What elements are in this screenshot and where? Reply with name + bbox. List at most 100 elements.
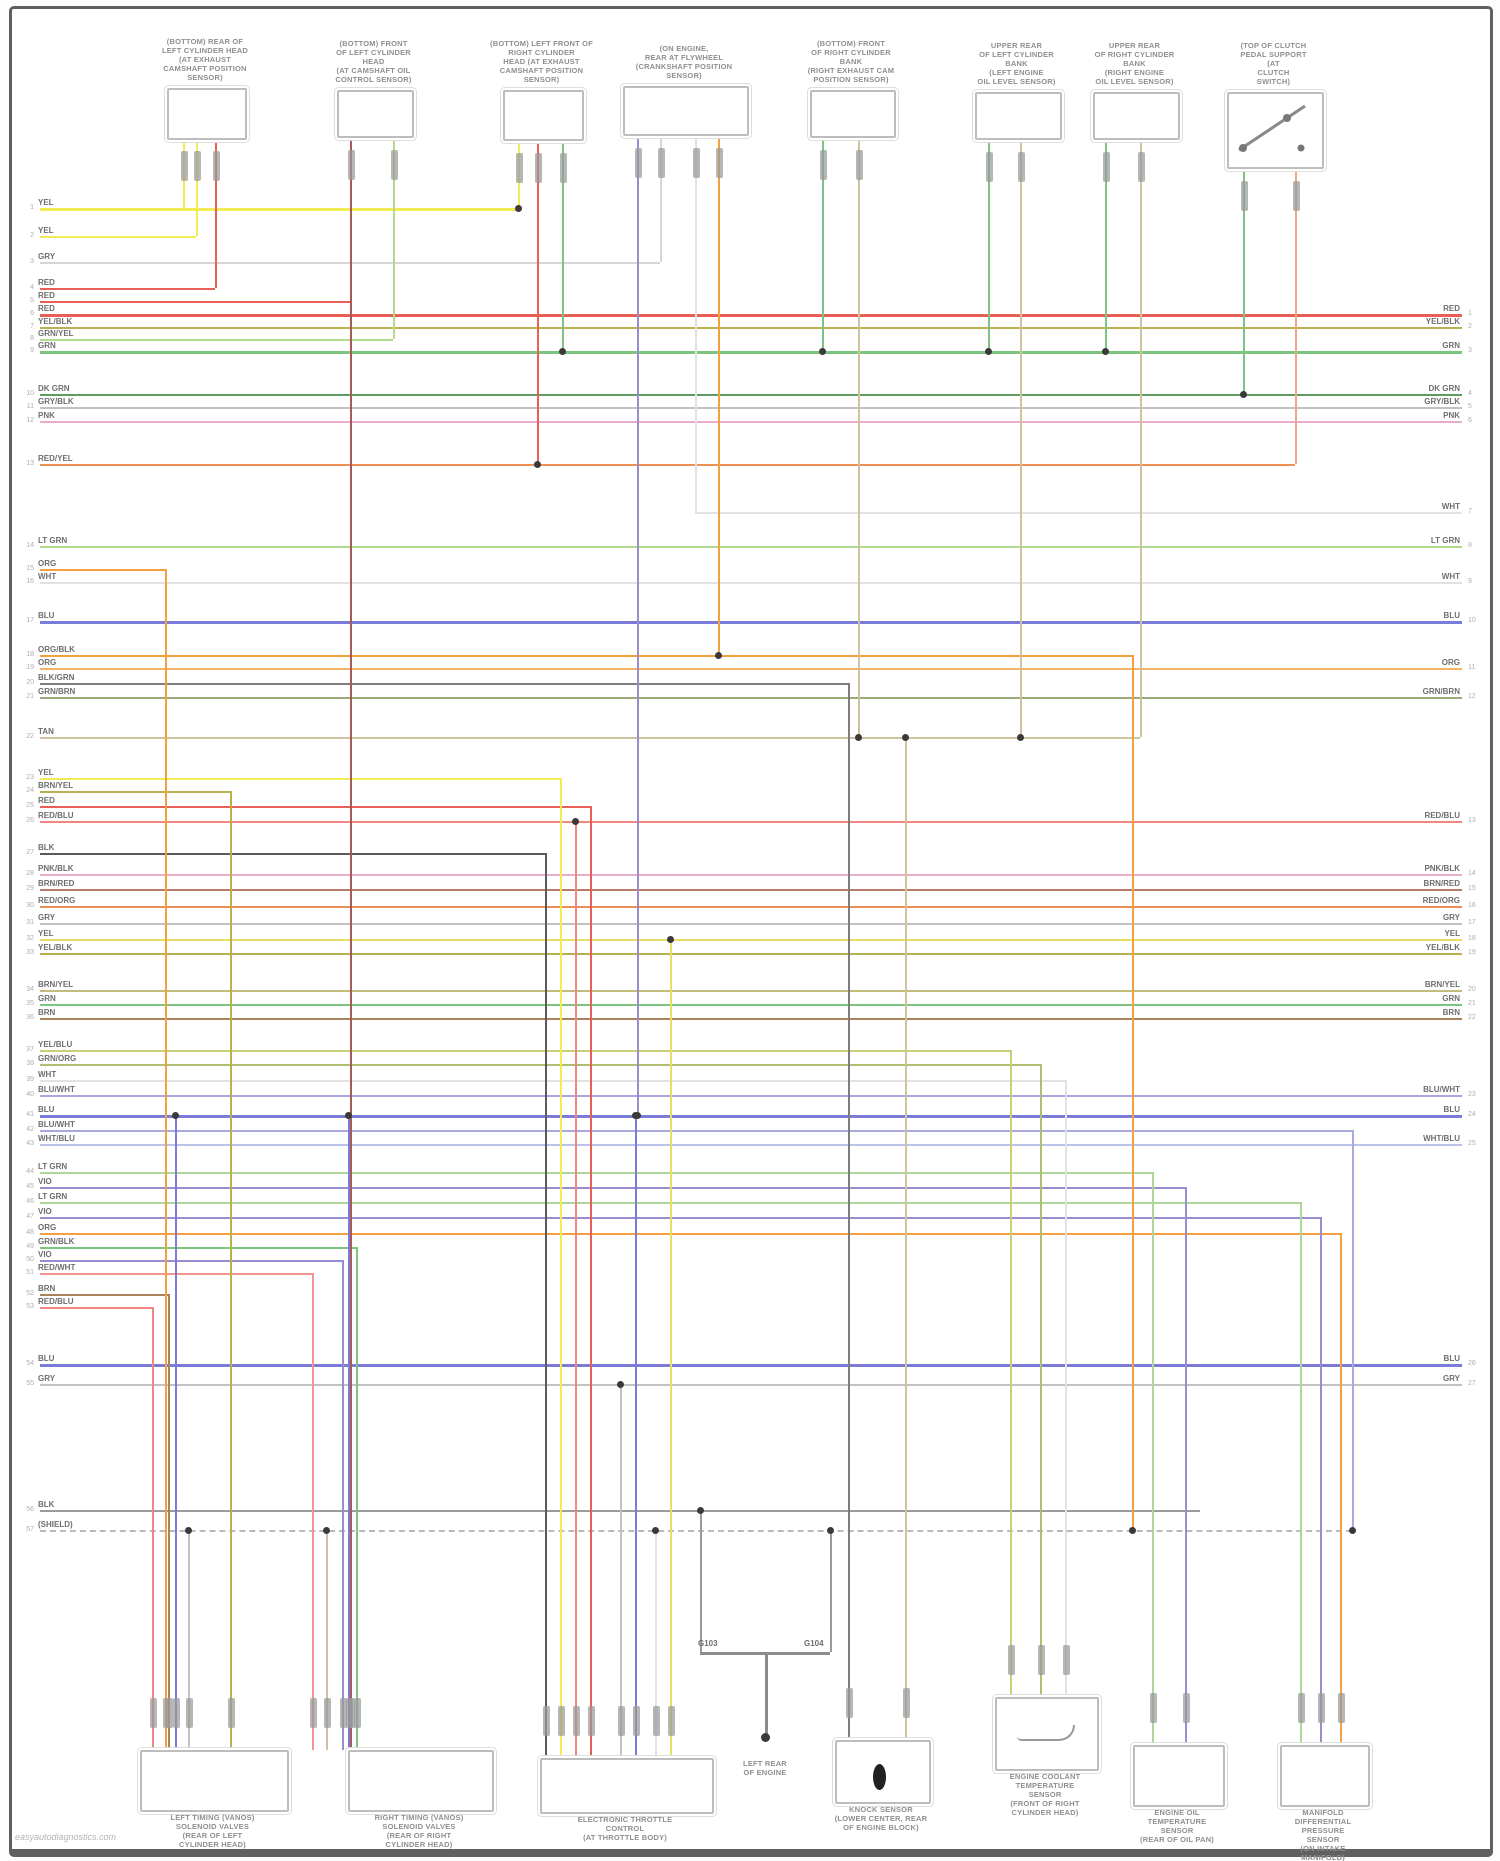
wire-v bbox=[1140, 136, 1142, 737]
connector-block bbox=[535, 153, 542, 183]
pin-number: 41 bbox=[26, 1111, 34, 1118]
wire-h bbox=[40, 1130, 1352, 1132]
wire-color-label: YEL bbox=[38, 198, 54, 207]
wire-color-label: WHT bbox=[1441, 502, 1460, 511]
pin-number: 7 bbox=[30, 323, 34, 330]
wire-color-label: LT GRN bbox=[1430, 536, 1460, 545]
ground-stem bbox=[765, 1652, 768, 1737]
wire-h bbox=[40, 1233, 1340, 1235]
wire-h bbox=[40, 1018, 1462, 1020]
pin-number: 20 bbox=[26, 679, 34, 686]
wire-color-label: RED/BLU bbox=[38, 811, 74, 820]
component-box bbox=[1280, 1745, 1370, 1807]
pin-number: 32 bbox=[26, 935, 34, 942]
wire-h bbox=[40, 778, 560, 780]
component-label: KNOCK SENSOR (LOWER CENTER, REAR OF ENGINE… bbox=[834, 1805, 928, 1832]
wire-color-label: PNK bbox=[38, 411, 55, 420]
pin-number: 33 bbox=[26, 949, 34, 956]
wire-h bbox=[40, 339, 393, 341]
connector-block bbox=[391, 150, 398, 180]
wire-h bbox=[40, 697, 1462, 699]
connector-block bbox=[618, 1706, 625, 1736]
pin-number: 47 bbox=[26, 1213, 34, 1220]
connector-block bbox=[354, 1698, 361, 1728]
connector-block bbox=[658, 148, 665, 178]
wire-color-label: BRN/RED bbox=[1423, 879, 1460, 888]
wire-h bbox=[40, 421, 1462, 423]
connector-block bbox=[1183, 1693, 1190, 1723]
wire-color-label: GRN bbox=[38, 341, 56, 350]
wire-v bbox=[1105, 136, 1107, 351]
connector-block bbox=[573, 1706, 580, 1736]
knock-sensor-icon bbox=[873, 1764, 886, 1790]
wire-color-label: YEL bbox=[38, 768, 54, 777]
wire-v bbox=[152, 1307, 154, 1750]
pin-number: 10 bbox=[26, 390, 34, 397]
wire-color-label: LT GRN bbox=[38, 1162, 68, 1171]
pin-number: 34 bbox=[26, 986, 34, 993]
wire-color-label: BLK bbox=[38, 1500, 55, 1509]
component-box bbox=[975, 92, 1062, 140]
pin-number: 23 bbox=[1468, 1091, 1476, 1098]
component-label: (BOTTOM) LEFT FRONT OF RIGHT CYLINDER HEAD… bbox=[490, 39, 593, 84]
pin-number: 10 bbox=[1468, 617, 1476, 624]
pin-number: 3 bbox=[1468, 347, 1472, 354]
wire-h bbox=[40, 351, 1462, 354]
pin-number: 6 bbox=[1468, 417, 1472, 424]
pin-number: 27 bbox=[1468, 1380, 1476, 1387]
wire-h bbox=[40, 1187, 1185, 1189]
wire-h bbox=[40, 1294, 168, 1296]
pin-number: 15 bbox=[26, 565, 34, 572]
pin-number: 11 bbox=[1468, 664, 1476, 671]
wire-v bbox=[637, 132, 639, 1115]
pin-number: 21 bbox=[1468, 1000, 1476, 1007]
connector-block bbox=[560, 153, 567, 183]
pin-number: 6 bbox=[30, 310, 34, 317]
wire-color-label: DK GRN bbox=[1428, 384, 1460, 393]
pin-number: 48 bbox=[26, 1229, 34, 1236]
gauge-icon bbox=[1227, 92, 1320, 165]
wire-color-label: BLU bbox=[1443, 611, 1460, 620]
wire-v bbox=[858, 134, 860, 737]
pin-number: 25 bbox=[26, 802, 34, 809]
wire-color-label: RED/BLU bbox=[38, 1297, 74, 1306]
wire-h bbox=[40, 1217, 1320, 1219]
pin-number: 19 bbox=[26, 664, 34, 671]
component-box bbox=[810, 90, 896, 138]
wire-color-label: PNK/BLK bbox=[38, 864, 74, 873]
component-box bbox=[337, 90, 414, 138]
wire-color-label: GRN/ORG bbox=[38, 1054, 77, 1063]
junction-dot bbox=[515, 205, 522, 212]
connector-block bbox=[653, 1706, 660, 1736]
wire-color-label: GRY bbox=[38, 1374, 56, 1383]
wire-color-label: BLU bbox=[38, 1105, 55, 1114]
pin-number: 17 bbox=[1468, 919, 1476, 926]
wire-h bbox=[40, 1260, 342, 1262]
connector-block bbox=[516, 153, 523, 183]
junction-dot bbox=[1349, 1527, 1356, 1534]
pin-number: 39 bbox=[26, 1076, 34, 1083]
wire-color-label: GRY bbox=[1442, 913, 1460, 922]
junction-dot bbox=[1240, 391, 1247, 398]
wire-v bbox=[165, 569, 167, 1750]
wire-v bbox=[695, 132, 697, 512]
wire-v bbox=[1352, 1130, 1354, 1530]
wire-color-label: VIO bbox=[38, 1207, 52, 1216]
wire-h bbox=[40, 806, 590, 808]
pin-number: 29 bbox=[26, 885, 34, 892]
wire-color-label: BLU bbox=[38, 611, 55, 620]
connector-block bbox=[693, 148, 700, 178]
wire-v bbox=[1295, 165, 1297, 464]
wire-h bbox=[40, 288, 215, 290]
pin-number: 22 bbox=[1468, 1014, 1476, 1021]
wire-h bbox=[40, 791, 230, 793]
wire-v bbox=[175, 1115, 177, 1750]
pin-number: 11 bbox=[26, 403, 34, 410]
wire-h bbox=[40, 874, 1462, 876]
pin-number: 24 bbox=[26, 787, 34, 794]
junction-dot bbox=[323, 1527, 330, 1534]
wire-h bbox=[40, 1004, 1462, 1006]
pin-number: 30 bbox=[26, 902, 34, 909]
pin-number: 38 bbox=[26, 1060, 34, 1067]
wire-v bbox=[1243, 165, 1245, 394]
